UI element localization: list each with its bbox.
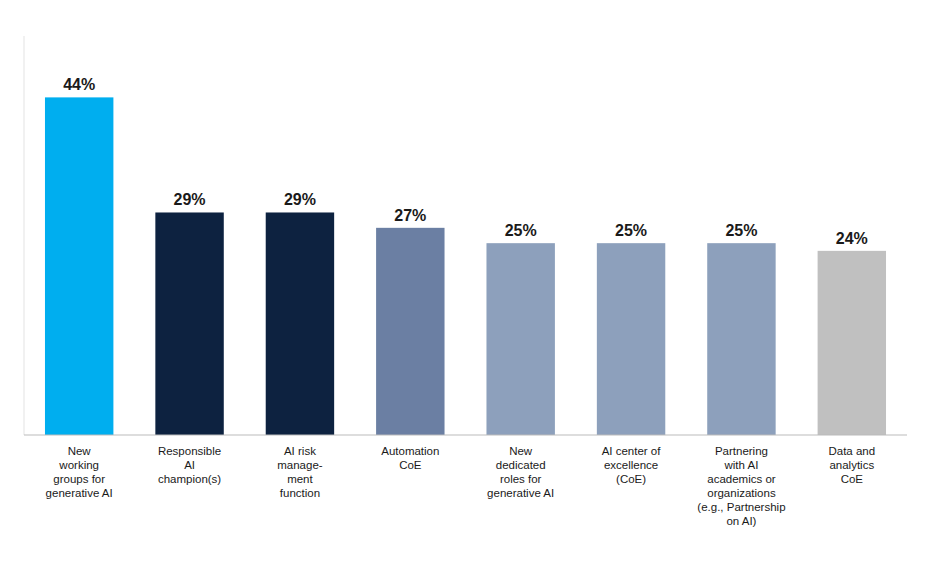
x-tick-label: Newdedicatedroles forgenerative AI	[487, 445, 554, 499]
chart-container: 44% 29% 29% 27% 25% 25% 25% 24% Newworkinggroups…	[0, 0, 927, 565]
bar	[376, 228, 444, 435]
data-label: 25%	[725, 222, 757, 239]
x-tick-label: AI center ofexcellence(CoE)	[602, 445, 662, 485]
bar	[45, 97, 113, 435]
x-tick-label: Newworkinggroups forgenerative AI	[46, 445, 113, 499]
value-axis-line	[24, 36, 25, 435]
x-tick-label: AI riskmanage-mentfunction	[277, 445, 323, 499]
bar	[266, 212, 334, 435]
x-tick-labels: Newworkinggroups forgenerative AI Respons…	[46, 445, 876, 527]
data-label: 29%	[284, 191, 316, 208]
bar	[597, 243, 665, 435]
data-label: 29%	[174, 191, 206, 208]
bar	[818, 251, 886, 435]
bar	[486, 243, 554, 435]
data-label: 25%	[505, 222, 537, 239]
x-tick-label: Partneringwith AIacademics ororganizatio…	[697, 445, 785, 527]
x-tick-label: Data andanalyticsCoE	[828, 445, 875, 485]
data-label: 24%	[836, 230, 868, 247]
data-label: 44%	[63, 76, 95, 93]
data-labels: 44% 29% 29% 27% 25% 25% 25% 24%	[63, 76, 868, 246]
bar	[155, 212, 223, 435]
bars	[45, 97, 886, 435]
data-label: 25%	[615, 222, 647, 239]
x-tick-label: ResponsibleAIchampion(s)	[158, 445, 221, 485]
data-label: 27%	[394, 207, 426, 224]
chart: 44% 29% 29% 27% 25% 25% 25% 24% Newworkinggroups…	[0, 0, 927, 565]
x-tick-label: AutomationCoE	[381, 445, 439, 471]
baseline	[24, 435, 907, 436]
bar	[707, 243, 775, 435]
